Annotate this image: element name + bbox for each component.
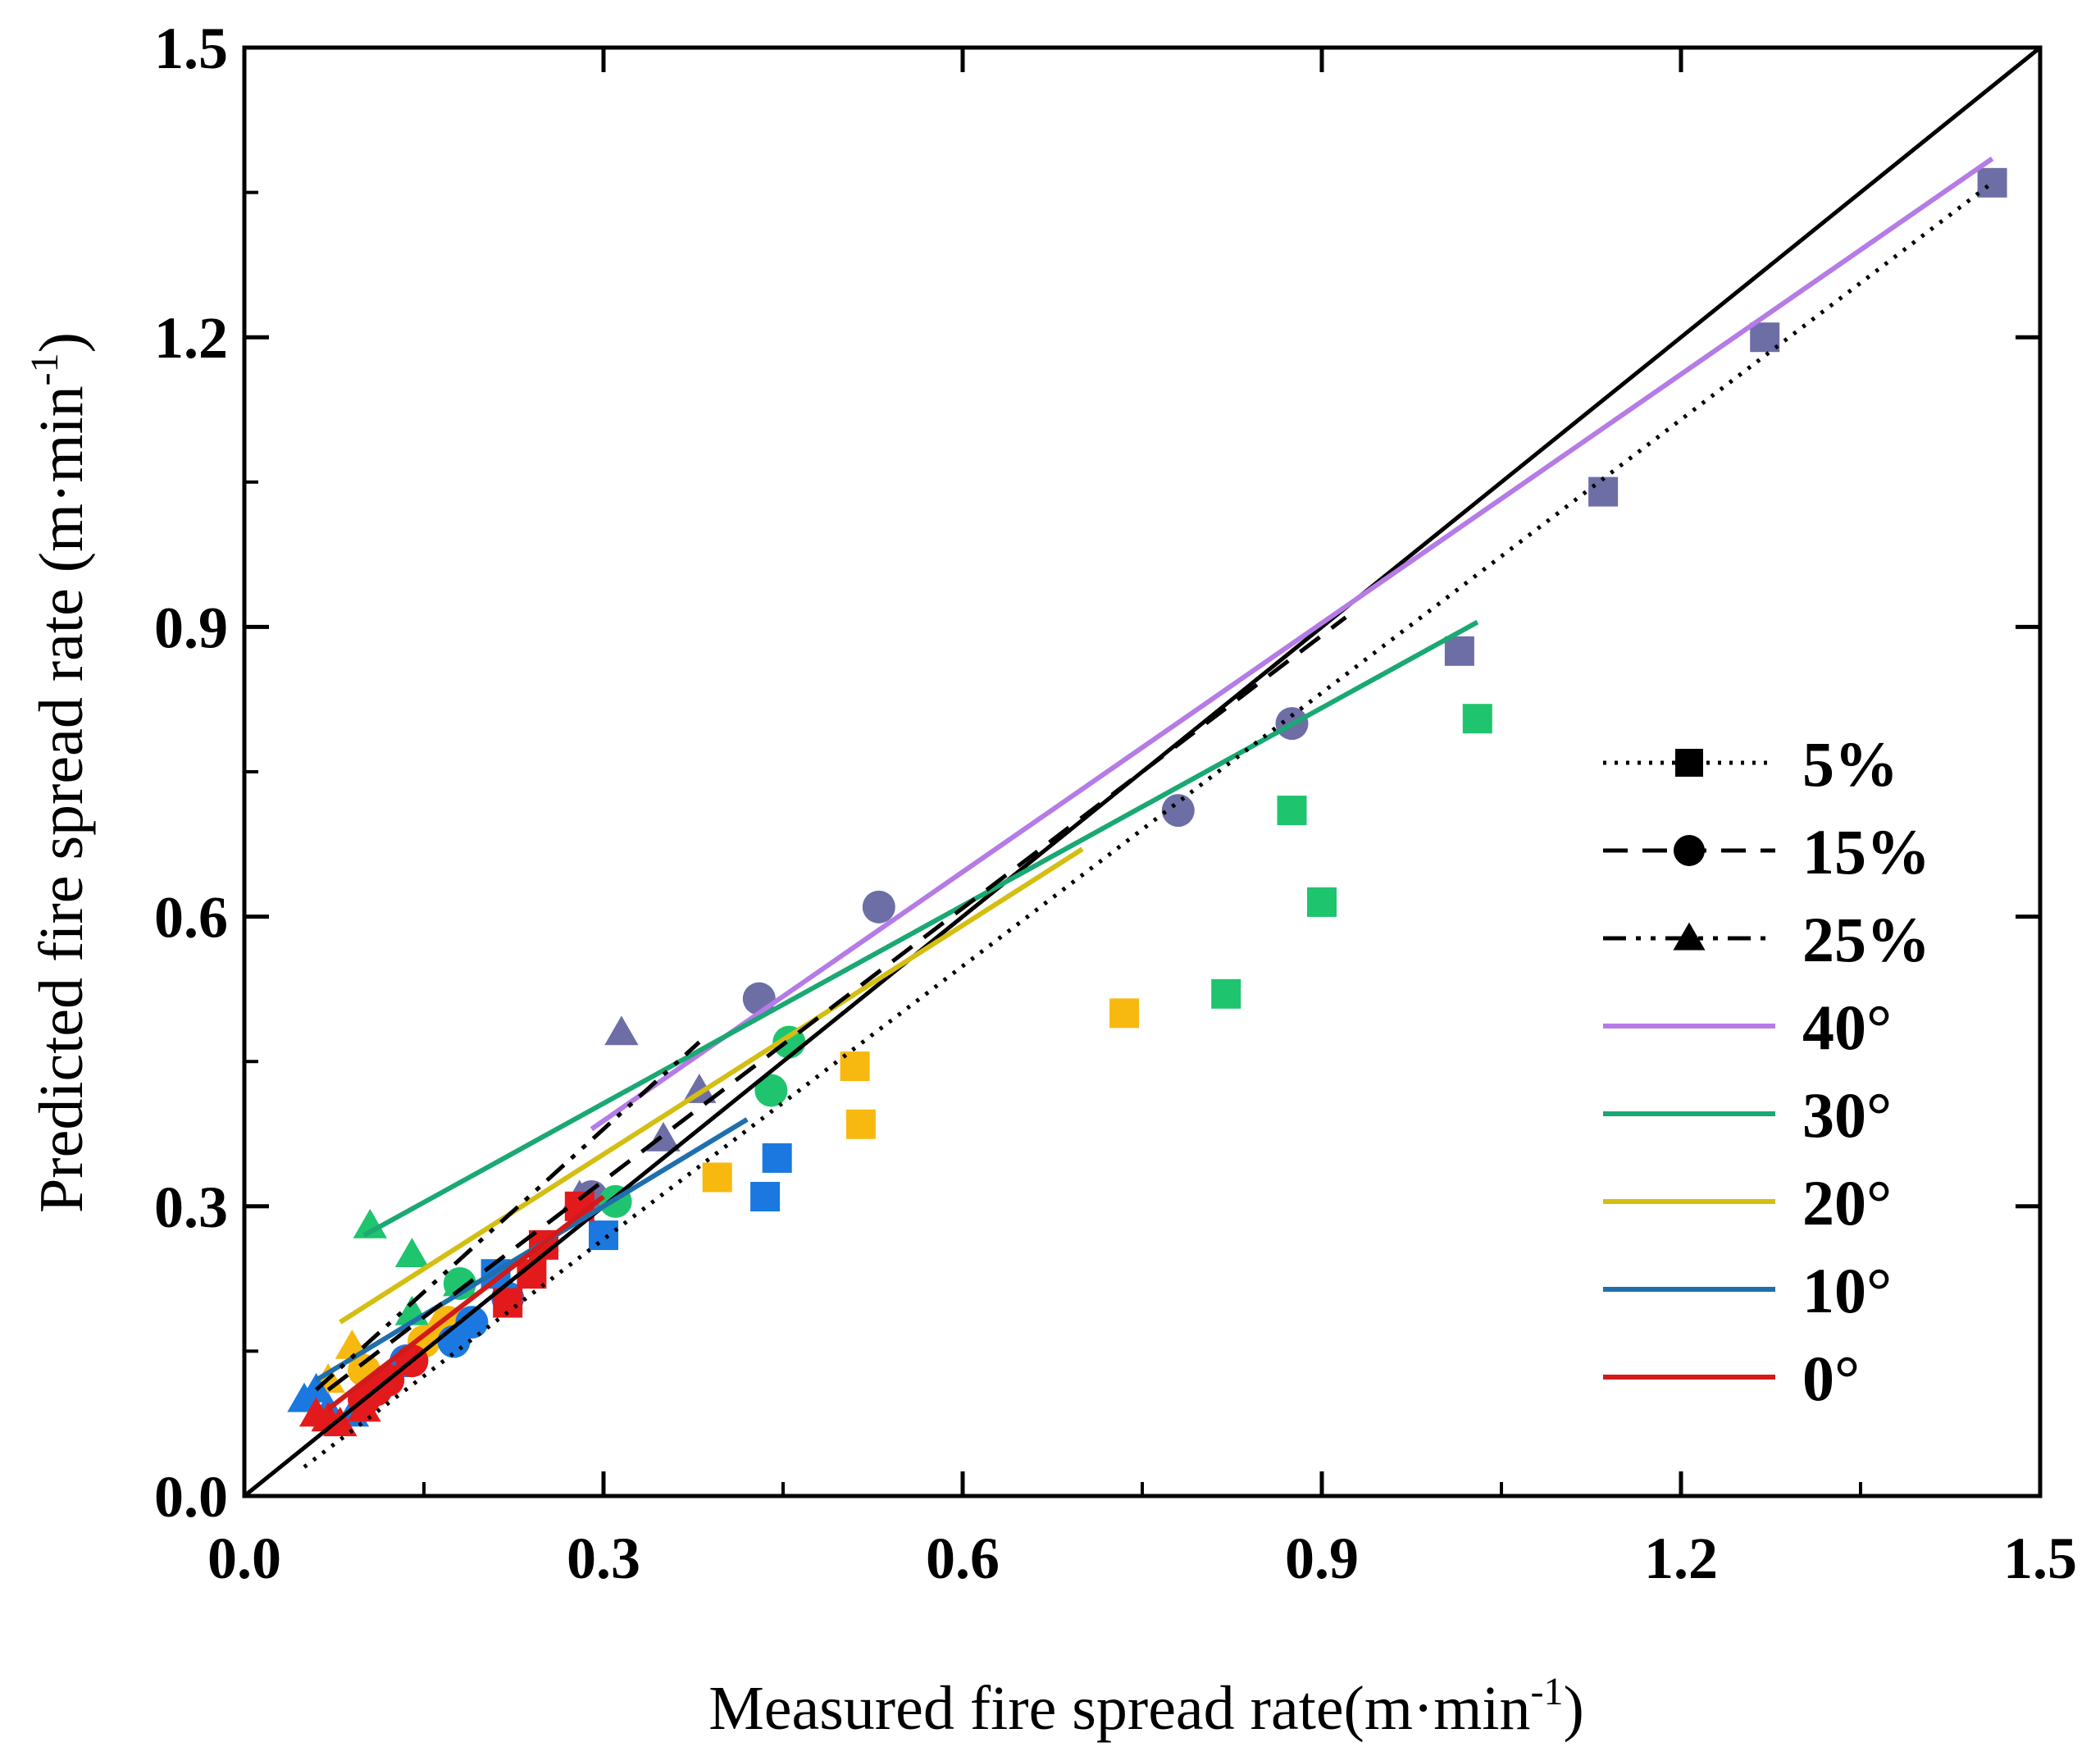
- data-point-square: [750, 1182, 781, 1212]
- x-tick-label: 0.3: [567, 1526, 640, 1591]
- data-point-square: [1307, 887, 1337, 917]
- data-point-square: [845, 1109, 876, 1139]
- data-point-square: [589, 1220, 618, 1251]
- y-tick-label: 0.9: [154, 595, 228, 660]
- fit-line-30deg: [362, 619, 1479, 1238]
- plot-content: [244, 48, 2040, 1496]
- data-point-circle: [1161, 794, 1195, 828]
- legend-label: 0°: [1802, 1343, 1860, 1414]
- y-axis-title: Predicted fire spread rate (m·min-1): [23, 332, 96, 1213]
- axes: 0.0 0.3 0.6 0.9 1.2 1.5 0.0 0.3 0.6 0.9 1.2 1.5: [154, 16, 2077, 1591]
- legend-label: 15%: [1802, 816, 1930, 887]
- data-point-circle: [754, 1074, 788, 1107]
- x-tick-label: 1.5: [2003, 1526, 2077, 1591]
- x-axis-title: Measured fire spread rate(m·min-1): [708, 1670, 1584, 1743]
- fit-line-25pct: [314, 1040, 701, 1392]
- legend-label: 10°: [1802, 1255, 1892, 1326]
- plot-area: [244, 48, 2040, 1496]
- legend-label: 5%: [1802, 728, 1898, 800]
- legend-marker-triangle: [1673, 922, 1706, 951]
- x-tick-label: 1.2: [1644, 1526, 1718, 1591]
- data-point-square: [1750, 322, 1780, 353]
- x-tick-label: 0.9: [1285, 1526, 1359, 1591]
- data-point-circle: [862, 890, 895, 924]
- y-tick-label: 0.6: [154, 885, 228, 951]
- legend-marker-circle: [1674, 835, 1705, 866]
- data-point-triangle: [394, 1238, 430, 1268]
- data-point-square: [1109, 998, 1140, 1029]
- y-tick-label: 1.2: [154, 305, 228, 371]
- data-point-square: [1444, 636, 1474, 666]
- legend-label: 20°: [1802, 1167, 1892, 1238]
- data-point-square: [1977, 167, 2007, 198]
- legend-label: 25%: [1802, 904, 1930, 975]
- y-tick-label: 1.5: [154, 16, 228, 81]
- legend-label: 30°: [1802, 1079, 1892, 1151]
- data-point-square: [1277, 796, 1307, 826]
- fit-line-15pct: [326, 615, 1347, 1392]
- data-point-triangle: [298, 1397, 334, 1427]
- data-point-triangle: [682, 1074, 717, 1103]
- legend-label: 40°: [1802, 992, 1892, 1063]
- x-tick-label: 0.0: [207, 1526, 281, 1591]
- data-point-triangle: [604, 1015, 639, 1046]
- data-point-square: [1462, 704, 1492, 734]
- data-point-triangle: [347, 1392, 381, 1422]
- data-point-square: [1588, 477, 1619, 507]
- legend-marker-square: [1675, 749, 1703, 777]
- data-point-circle: [437, 1325, 471, 1358]
- y-tick-label: 0.3: [154, 1174, 228, 1240]
- data-point-square: [1211, 978, 1241, 1009]
- fit-line-20deg: [339, 846, 1084, 1325]
- data-point-triangle: [323, 1407, 358, 1437]
- fit-line-0deg: [326, 1194, 605, 1412]
- y-tick-label: 0.0: [154, 1464, 228, 1530]
- fit-line-40deg: [590, 156, 1994, 1132]
- data-point-triangle: [353, 1208, 387, 1238]
- reference-line: [244, 48, 2040, 1496]
- data-point-square: [762, 1143, 792, 1173]
- fit-line-5pct: [303, 180, 1994, 1469]
- x-tick-label: 0.6: [926, 1526, 1000, 1591]
- data-point-square: [702, 1162, 732, 1193]
- legend: 5% 15% 25% 40° 30° 20° 10° 0°: [1603, 728, 1930, 1414]
